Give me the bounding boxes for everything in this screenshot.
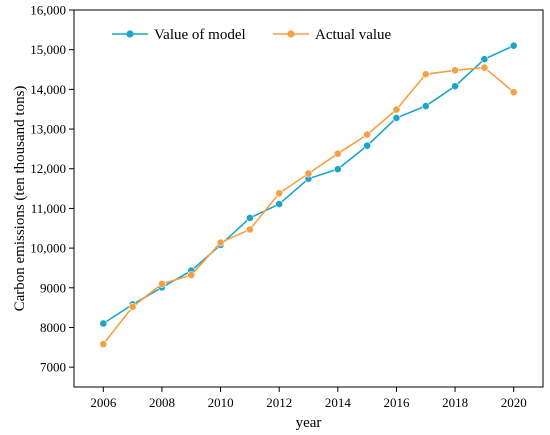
y-tick-label: 9000 (40, 280, 66, 295)
series-layer (99, 41, 518, 349)
x-tick-label: 2006 (90, 395, 117, 410)
legend-marker (126, 30, 134, 38)
x-tick-label: 2008 (149, 395, 175, 410)
data-point (275, 189, 284, 198)
y-tick-label: 12,000 (30, 161, 66, 176)
data-point (509, 41, 518, 50)
legend-label: Actual value (315, 27, 392, 43)
y-tick-label: 15,000 (30, 42, 66, 57)
data-point (421, 70, 430, 79)
data-point (392, 105, 401, 114)
data-point (333, 149, 342, 158)
legend-item: Value of model (112, 27, 246, 43)
series-line (102, 66, 515, 345)
y-tick-label: 13,000 (30, 122, 66, 137)
data-point (187, 271, 196, 279)
data-point (245, 225, 254, 234)
y-tick-label: 10,000 (30, 241, 66, 256)
y-axis: 7000 8000 9000 10,000 11,000 12,000 13,000 14,0… (30, 3, 74, 375)
data-point (421, 102, 430, 110)
data-point (451, 66, 459, 75)
data-point (451, 82, 459, 91)
data-point (363, 130, 372, 139)
y-axis-title: Carbon emissions (ten thousand tons) (12, 86, 28, 312)
plot-frame (73, 9, 544, 388)
x-axis-title: year (296, 415, 322, 431)
x-tick-label: 2012 (266, 395, 292, 410)
data-point (275, 200, 284, 208)
data-point (304, 169, 313, 178)
x-tick-label: 2010 (208, 395, 234, 410)
y-tick-label: 14,000 (30, 82, 66, 97)
y-tick-label: 16,000 (30, 3, 66, 18)
data-point (99, 340, 108, 349)
x-tick-label: 2016 (383, 395, 410, 410)
data-point (158, 279, 166, 288)
data-point (509, 88, 518, 97)
data-point (216, 238, 225, 247)
y-tick-label: 8000 (40, 320, 66, 335)
data-point (128, 302, 137, 311)
x-tick-label: 2020 (501, 395, 527, 410)
data-point (392, 114, 401, 122)
data-point (245, 214, 254, 222)
data-point (333, 165, 342, 174)
legend: Value of model Actual value (112, 27, 392, 43)
series-1 (99, 63, 518, 349)
data-point (480, 55, 489, 64)
legend-item: Actual value (273, 27, 392, 43)
x-tick-label: 2018 (442, 395, 468, 410)
x-axis: 2006 2008 2010 2012 2014 2016 2018 2020 (90, 387, 527, 410)
data-point (99, 319, 108, 328)
data-point (363, 141, 372, 150)
y-tick-label: 7000 (40, 360, 66, 375)
x-tick-label: 2014 (325, 395, 352, 410)
legend-label: Value of model (154, 27, 246, 43)
legend-marker (287, 30, 295, 38)
data-point (480, 63, 489, 72)
y-tick-label: 11,000 (31, 201, 66, 216)
